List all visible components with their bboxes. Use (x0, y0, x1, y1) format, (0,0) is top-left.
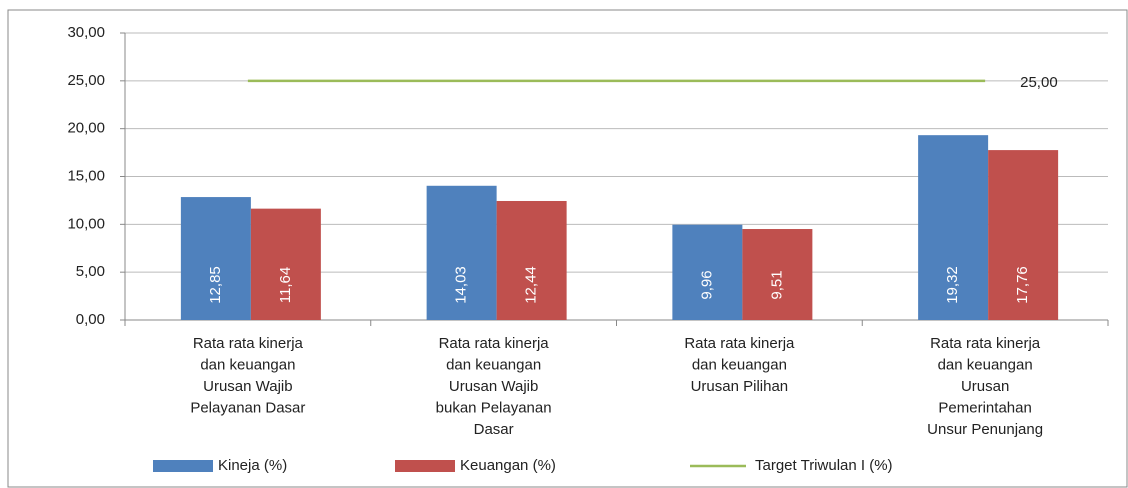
legend-label: Target Triwulan I (%) (755, 457, 893, 474)
legend-label: Keuangan (%) (460, 457, 556, 474)
value-label: 11,64 (277, 267, 294, 303)
bar (180, 197, 251, 320)
value-label: 25,00 (1020, 74, 1058, 91)
x-tick-label: dan keuangan (692, 356, 787, 373)
x-tick-label: dan keuangan (200, 356, 295, 373)
y-tick-label: 25,00 (67, 72, 105, 89)
value-label: 9,96 (698, 270, 715, 299)
bar (426, 185, 497, 320)
bar (742, 229, 813, 320)
y-tick-label: 10,00 (67, 215, 105, 232)
value-label: 14,03 (453, 266, 470, 304)
legend-label: Kineja (%) (218, 457, 287, 474)
chart-frame (7, 9, 1128, 488)
x-tick-label: Rata rata kinerja (930, 335, 1041, 352)
value-label: 19,32 (944, 266, 961, 304)
x-tick-label: bukan Pelayanan (436, 399, 552, 416)
y-tick-label: 20,00 (67, 120, 105, 137)
bar (988, 150, 1059, 320)
x-tick-label: Pelayanan Dasar (190, 399, 305, 416)
x-tick-label: Unsur Penunjang (927, 421, 1043, 438)
x-tick-label: Rata rata kinerja (439, 335, 550, 352)
value-label: 12,44 (523, 266, 540, 304)
x-tick-label: Urusan Wajib (449, 378, 538, 395)
x-tick-label: Urusan Pilihan (691, 378, 789, 395)
y-tick-label: 5,00 (76, 263, 105, 280)
bar (918, 135, 989, 320)
y-tick-label: 0,00 (76, 311, 105, 328)
bar (496, 200, 567, 320)
y-tick-label: 30,00 (67, 24, 105, 41)
legend-swatch (395, 460, 455, 472)
x-tick-label: Urusan Wajib (203, 378, 292, 395)
bar (250, 208, 321, 320)
x-tick-label: Rata rata kinerja (684, 335, 795, 352)
x-tick-label: dan keuangan (938, 356, 1033, 373)
x-tick-label: dan keuangan (446, 356, 541, 373)
value-label: 12,85 (207, 266, 224, 304)
x-tick-label: Rata rata kinerja (193, 335, 304, 352)
x-tick-label: Pemerintahan (938, 399, 1031, 416)
x-tick-label: Dasar (474, 421, 514, 438)
bar (672, 224, 743, 320)
y-tick-label: 15,00 (67, 167, 105, 184)
value-label: 17,76 (1014, 266, 1031, 304)
x-tick-label: Urusan (961, 378, 1009, 395)
legend-swatch (153, 460, 213, 472)
value-label: 9,51 (768, 270, 785, 299)
